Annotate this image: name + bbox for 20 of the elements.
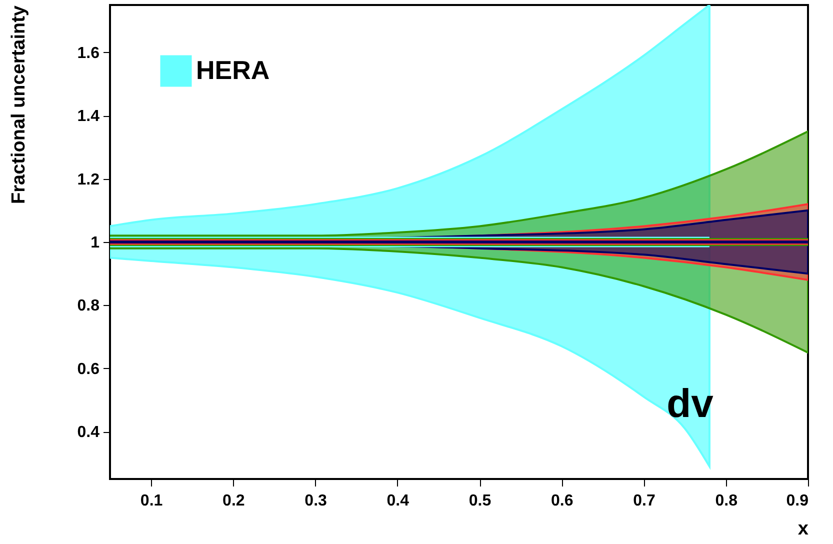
x-tick-label: 0.1 <box>140 492 163 510</box>
y-tick-label: 0.4 <box>77 424 100 442</box>
x-tick-label: 0.9 <box>786 492 809 510</box>
x-tick-label: 0.2 <box>222 492 245 510</box>
x-tick-label: 0.7 <box>633 492 656 510</box>
y-tick-label: 1.2 <box>77 171 100 188</box>
y-tick-label: 0.6 <box>77 360 100 378</box>
y-tick-label: 1.6 <box>77 44 100 62</box>
y-axis-title: Fractional uncertainty <box>8 5 30 204</box>
x-tick-label: 0.3 <box>304 492 328 510</box>
annotation: dv <box>666 382 714 426</box>
y-tick-label: 1.4 <box>77 108 100 126</box>
x-tick-label: 0.6 <box>551 492 574 510</box>
x-tick-label: 0.8 <box>715 492 738 510</box>
x-tick-label: 0.5 <box>468 492 492 510</box>
x-axis-title: x <box>798 518 809 540</box>
y-tick-label: 1 <box>90 234 100 252</box>
legend-label: HERA <box>196 55 270 85</box>
x-tick-label: 0.4 <box>386 492 410 510</box>
y-tick-label: 0.8 <box>77 298 100 315</box>
